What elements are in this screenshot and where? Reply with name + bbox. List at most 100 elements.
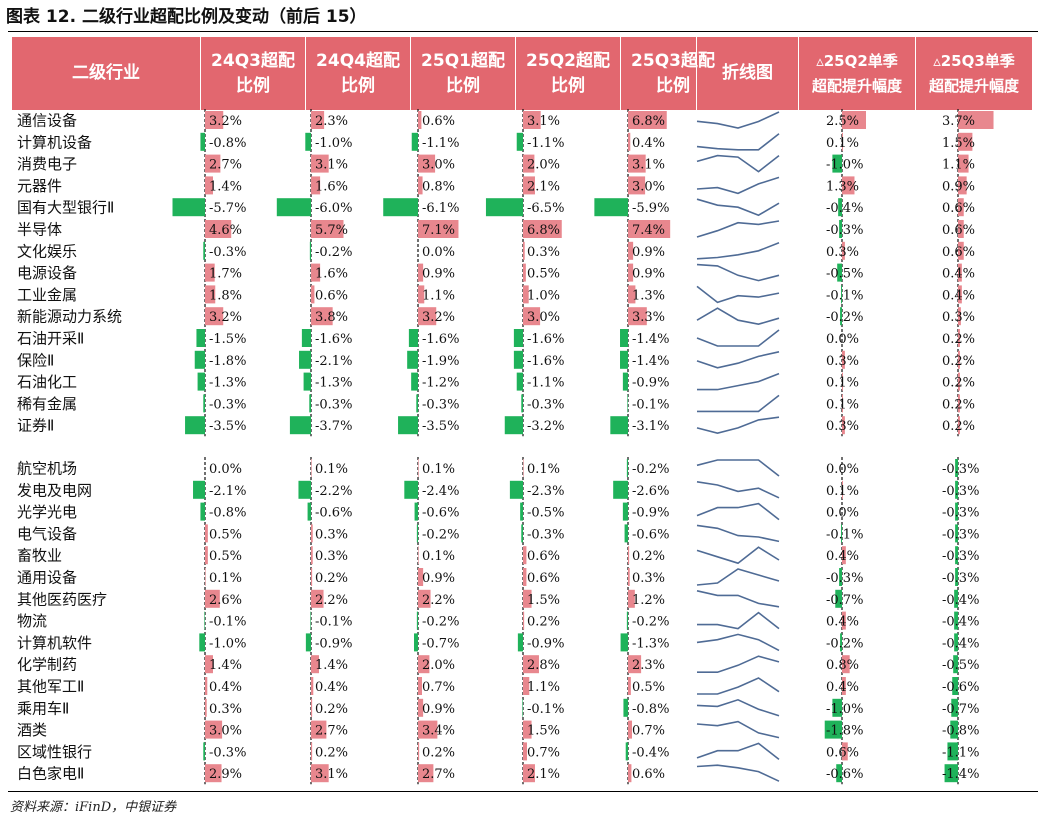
overweight-bar <box>620 329 628 347</box>
change-bar <box>842 480 843 499</box>
overweight-value: -0.7% <box>422 636 459 651</box>
change-bar <box>951 698 958 717</box>
overweight-bar <box>523 263 526 282</box>
change-value: 0.6% <box>942 245 975 260</box>
overweight-bar <box>628 546 630 565</box>
overweight-value: 0.6% <box>422 114 455 129</box>
overweight-bar <box>311 285 315 304</box>
overweight-value: 0.6% <box>632 767 665 782</box>
overweight-bar <box>628 677 631 695</box>
overweight-bar <box>523 241 525 260</box>
change-value: -0.7% <box>942 702 979 717</box>
sparkline <box>696 133 780 151</box>
overweight-value: 6.8% <box>527 223 560 238</box>
sparkline <box>697 611 780 630</box>
overweight-value: 0.1% <box>527 462 560 477</box>
overweight-value: 2.6% <box>209 593 242 608</box>
overweight-bar <box>628 220 671 238</box>
overweight-value: 2.7% <box>422 767 455 782</box>
overweight-bar <box>311 764 329 783</box>
overweight-value: -0.8% <box>209 136 246 151</box>
overweight-bar <box>197 372 205 391</box>
overweight-bar <box>205 764 222 783</box>
overweight-value: 0.3% <box>209 702 242 717</box>
overweight-value: 1.7% <box>209 267 242 282</box>
change-bar <box>842 350 845 369</box>
overweight-bar <box>418 154 436 173</box>
overweight-value: -6.0% <box>315 201 352 216</box>
overweight-bar <box>311 546 313 565</box>
overweight-value: 3.1% <box>632 158 665 173</box>
overweight-value: 0.6% <box>315 288 348 303</box>
overweight-value: 1.5% <box>527 593 560 608</box>
change-bar <box>958 350 960 369</box>
overweight-value: -1.6% <box>527 354 564 369</box>
overweight-value: 1.0% <box>527 288 560 303</box>
overweight-value: 0.7% <box>632 724 665 739</box>
change-value: -1.4% <box>942 767 979 782</box>
overweight-value: -0.1% <box>315 615 352 630</box>
overweight-value: -0.9% <box>632 506 669 521</box>
sparkline <box>697 394 780 413</box>
overweight-bar <box>418 459 419 477</box>
overweight-bar <box>203 241 205 260</box>
overweight-bar <box>523 742 527 761</box>
overweight-value: 2.2% <box>315 593 348 608</box>
overweight-value: 2.3% <box>632 658 665 673</box>
overweight-value: -0.2% <box>422 615 459 630</box>
change-value: -0.6% <box>942 680 979 695</box>
overweight-value: 2.9% <box>209 767 242 782</box>
change-bar <box>842 611 846 630</box>
overweight-value: 1.6% <box>315 267 348 282</box>
overweight-value: 3.1% <box>315 158 348 173</box>
overweight-value: 0.5% <box>209 527 242 542</box>
change-bar <box>954 589 958 608</box>
overweight-bar <box>523 285 529 304</box>
change-value: -0.2% <box>826 310 863 325</box>
overweight-value: 0.2% <box>632 549 665 564</box>
change-value: 0.3% <box>826 419 859 434</box>
sparkline <box>697 677 780 695</box>
change-value: -0.1% <box>826 288 863 303</box>
overweight-bar <box>418 546 419 565</box>
sparkline <box>696 590 780 608</box>
change-value: 0.3% <box>942 310 975 325</box>
change-bar <box>958 154 969 173</box>
overweight-bar <box>411 372 418 391</box>
overweight-value: 2.2% <box>422 593 455 608</box>
change-bar <box>842 176 855 195</box>
overweight-value: -0.3% <box>422 397 459 412</box>
overweight-bar <box>200 132 205 151</box>
overweight-bar <box>204 611 205 630</box>
overweight-value: -1.3% <box>632 636 669 651</box>
overweight-bar <box>418 111 422 129</box>
sparkline <box>696 154 780 173</box>
change-value: -0.4% <box>826 201 863 216</box>
overweight-value: 0.2% <box>315 745 348 760</box>
overweight-value: 3.0% <box>209 724 242 739</box>
overweight-value: 4.6% <box>209 223 242 238</box>
overweight-value: -1.8% <box>209 354 246 369</box>
overweight-value: 5.7% <box>315 223 348 238</box>
overweight-value: 2.7% <box>315 724 348 739</box>
industry-label: 工业金属 <box>17 286 77 304</box>
change-value: 0.2% <box>942 332 975 347</box>
industry-label: 畜牧业 <box>17 547 62 565</box>
overweight-bar <box>623 698 628 717</box>
overweight-value: -0.9% <box>632 376 669 391</box>
industry-label: 区域性银行 <box>17 743 92 761</box>
overweight-value: 0.4% <box>315 680 348 695</box>
overweight-bar <box>628 111 667 129</box>
header-24q3: 24Q3超配 比例 <box>211 50 295 96</box>
overweight-value: -1.3% <box>209 376 246 391</box>
overweight-value: -2.2% <box>315 484 352 499</box>
overweight-value: 2.7% <box>209 158 242 173</box>
overweight-value: -6.1% <box>422 201 459 216</box>
change-bar <box>832 154 842 173</box>
overweight-bar <box>203 394 205 413</box>
overweight-bar <box>311 742 313 761</box>
overweight-bar <box>628 589 635 608</box>
change-bar <box>958 394 960 413</box>
overweight-value: 0.3% <box>315 549 348 564</box>
